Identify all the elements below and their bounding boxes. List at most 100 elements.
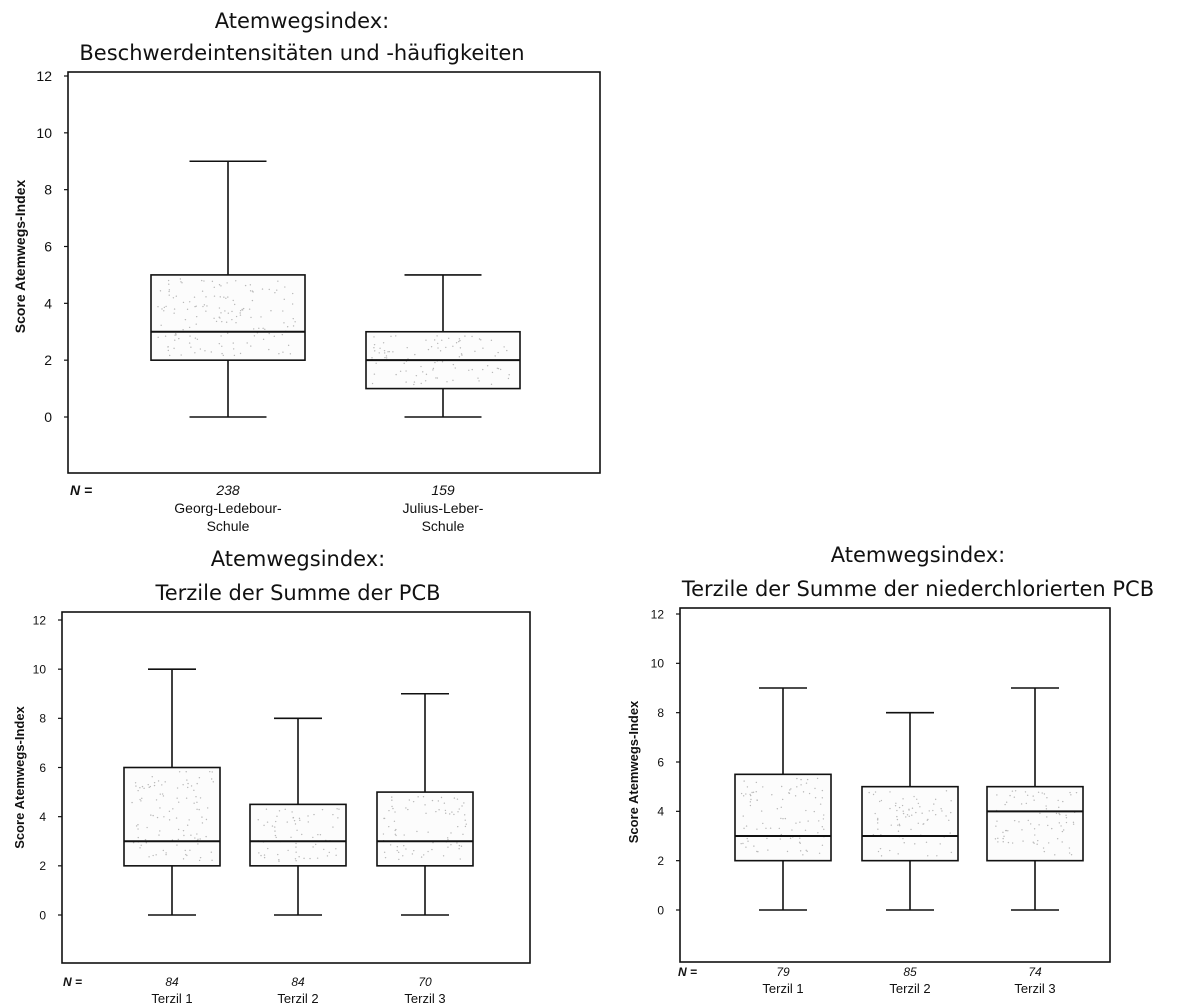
box-texture-dot bbox=[270, 310, 272, 312]
box-texture-dot bbox=[760, 810, 763, 812]
box-texture-dot bbox=[175, 334, 177, 336]
box-texture-dot bbox=[497, 351, 499, 354]
n-label: N = bbox=[70, 482, 92, 498]
box-texture-dot bbox=[1047, 824, 1049, 827]
box-texture-dot bbox=[1047, 842, 1050, 844]
box-texture-dot bbox=[1072, 823, 1075, 825]
box-texture-dot bbox=[1037, 791, 1040, 793]
box-texture-dot bbox=[876, 822, 879, 824]
box-texture-dot bbox=[1046, 797, 1048, 799]
box-texture-dot bbox=[879, 847, 882, 850]
box-texture-dot bbox=[806, 850, 808, 853]
box-texture-dot bbox=[788, 792, 790, 794]
box-texture-dot bbox=[430, 346, 433, 348]
box-texture-dot bbox=[233, 303, 236, 306]
box-texture-dot bbox=[447, 838, 449, 841]
box-texture-dot bbox=[283, 322, 285, 324]
box-texture-dot bbox=[140, 800, 142, 802]
box-texture-dot bbox=[902, 798, 904, 800]
box-texture-dot bbox=[1022, 840, 1024, 842]
box-texture-dot bbox=[425, 812, 427, 815]
box-texture-dot bbox=[459, 858, 461, 860]
box-texture-dot bbox=[379, 347, 381, 349]
box-texture-dot bbox=[901, 804, 904, 807]
box-texture-dot bbox=[413, 381, 416, 383]
box-texture-dot bbox=[1039, 812, 1041, 814]
box-texture-dot bbox=[211, 859, 213, 862]
box-texture-dot bbox=[181, 282, 183, 284]
y-tick-label: 12 bbox=[651, 607, 665, 621]
box-texture-dot bbox=[226, 332, 229, 334]
category-label: Terzil 3 bbox=[1014, 981, 1055, 996]
box-texture-dot bbox=[402, 855, 404, 857]
box-texture-dot bbox=[387, 351, 389, 353]
box-texture-dot bbox=[232, 342, 234, 344]
box-texture-dot bbox=[1037, 839, 1039, 842]
box-texture-dot bbox=[393, 820, 396, 822]
box-texture-dot bbox=[205, 818, 208, 821]
box-texture-dot bbox=[742, 815, 744, 817]
box-texture-dot bbox=[274, 830, 276, 832]
box-texture-dot bbox=[185, 771, 187, 773]
box-group-2: 84 Terzil 2 bbox=[249, 717, 347, 1006]
box-texture-dot bbox=[175, 332, 177, 335]
y-tick-label: 8 bbox=[39, 712, 46, 726]
box-texture-dot bbox=[780, 806, 782, 808]
box-texture-dot bbox=[880, 855, 883, 857]
box-texture-dot bbox=[152, 814, 154, 817]
box-texture-dot bbox=[160, 324, 162, 326]
box-texture-dot bbox=[131, 801, 133, 804]
box-texture-dot bbox=[258, 327, 260, 329]
box-texture-dot bbox=[165, 305, 167, 308]
box-texture-dot bbox=[257, 819, 259, 821]
box-texture-dot bbox=[162, 795, 165, 797]
box-texture-dot bbox=[496, 367, 499, 369]
box-texture-dot bbox=[432, 367, 435, 370]
box-texture-dot bbox=[198, 859, 201, 862]
box-texture-dot bbox=[199, 348, 202, 350]
box-texture-dot bbox=[462, 833, 464, 836]
box-texture-dot bbox=[156, 816, 159, 819]
chart-title-line-2: Beschwerdeintensitäten und -häufigkeiten bbox=[79, 41, 524, 65]
box-texture-dot bbox=[913, 795, 915, 798]
box-texture-dot bbox=[295, 842, 297, 845]
category-label: Schule bbox=[422, 518, 465, 534]
box-texture-dot bbox=[395, 335, 397, 337]
box-texture-dot bbox=[172, 808, 174, 810]
box-texture-dot bbox=[1007, 830, 1009, 832]
box-texture-dot bbox=[195, 315, 198, 318]
box-texture-dot bbox=[1060, 825, 1062, 827]
box-texture-dot bbox=[945, 790, 948, 792]
box-texture-dot bbox=[799, 821, 801, 823]
box-texture-dot bbox=[950, 811, 952, 814]
box-texture-dot bbox=[1046, 816, 1048, 818]
box-texture-dot bbox=[232, 348, 235, 350]
box-texture-dot bbox=[167, 349, 170, 352]
y-tick-label: 10 bbox=[36, 125, 52, 141]
box-texture-dot bbox=[394, 829, 396, 832]
box-texture-dot bbox=[460, 845, 463, 847]
box-texture-dot bbox=[821, 789, 824, 792]
box-texture-dot bbox=[940, 808, 942, 810]
box-texture-dot bbox=[446, 381, 448, 383]
box-texture-dot bbox=[1058, 806, 1060, 809]
y-tick-label: 2 bbox=[39, 859, 46, 873]
box-texture-dot bbox=[932, 809, 934, 812]
box-texture-dot bbox=[395, 834, 397, 837]
box-texture-dot bbox=[765, 827, 767, 830]
box-texture-dot bbox=[1034, 834, 1036, 836]
box-texture-dot bbox=[446, 837, 449, 839]
box-texture-dot bbox=[743, 780, 745, 782]
box-texture-dot bbox=[163, 306, 166, 309]
group-n-value: 84 bbox=[291, 975, 305, 989]
box-texture-dot bbox=[420, 856, 423, 858]
box-texture-dot bbox=[292, 817, 294, 819]
box-texture-dot bbox=[413, 383, 415, 386]
box-texture-dot bbox=[220, 312, 222, 314]
box-texture-dot bbox=[1065, 814, 1067, 816]
box-texture-dot bbox=[457, 811, 459, 813]
box-texture-dot bbox=[205, 835, 207, 838]
box-texture-dot bbox=[746, 786, 749, 788]
box-group-1: 238 Georg-Ledebour- Schule bbox=[150, 160, 306, 534]
box-texture-dot bbox=[392, 807, 394, 810]
